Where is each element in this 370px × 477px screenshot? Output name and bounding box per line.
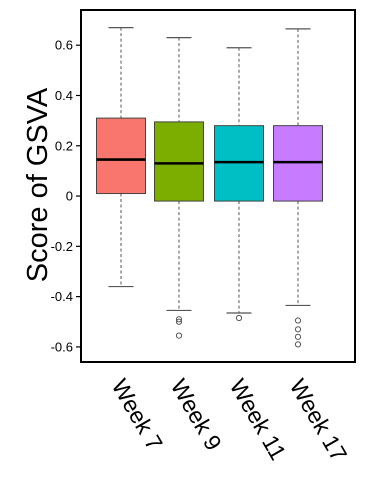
outlier-point <box>294 317 302 324</box>
x-tick-label: Week 9 <box>166 375 227 455</box>
y-tick-label: 0.4 <box>55 88 73 103</box>
y-axis-title: Score of GSVA <box>22 87 54 282</box>
outlier-point <box>175 316 183 323</box>
box-iqr <box>154 121 204 202</box>
outlier-point <box>235 314 243 322</box>
y-tick-label: 0.6 <box>55 38 73 53</box>
plot-frame <box>80 9 356 363</box>
box-week-17 <box>273 28 323 348</box>
outlier-point <box>294 326 302 333</box>
outlier-point <box>294 341 302 348</box>
box-week-9 <box>154 37 204 339</box>
box-group <box>96 27 323 348</box>
y-tick-label: -0.2 <box>51 239 73 254</box>
outlier-point <box>175 332 183 339</box>
y-tick-label: -0.6 <box>51 339 73 354</box>
x-tick-label: Week 17 <box>285 375 353 466</box>
x-tick-label: Week 7 <box>107 375 168 455</box>
y-tick-label: 0.2 <box>55 138 73 153</box>
outlier-point <box>294 333 302 340</box>
y-axis: 0.6 0.4 0.2 0 -0.2 -0.4 -0.6 <box>51 38 81 354</box>
outlier-point <box>175 318 183 325</box>
box-iqr <box>96 117 146 195</box>
y-tick-label: -0.4 <box>51 289 73 304</box>
y-tick-label: 0 <box>66 189 73 204</box>
x-tick-label: Week 11 <box>225 375 292 465</box>
box-week-11 <box>214 47 264 322</box>
box-week-7 <box>96 27 146 288</box>
